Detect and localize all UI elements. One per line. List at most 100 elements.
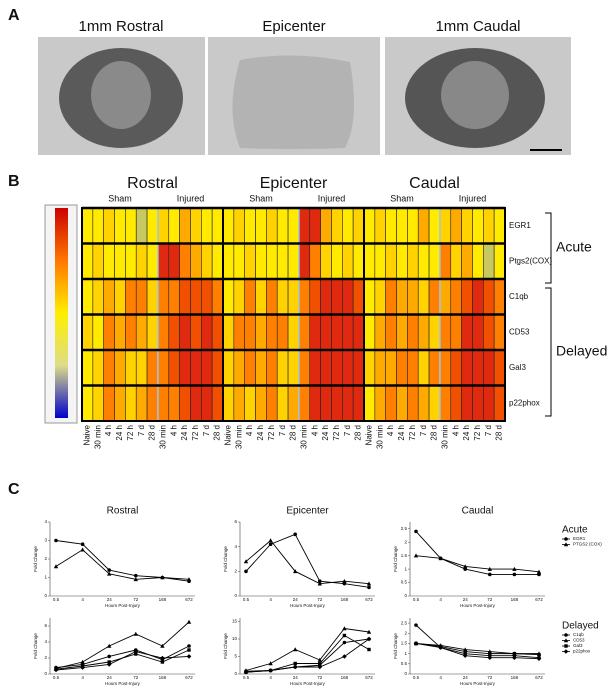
heatmap-cell — [266, 385, 278, 422]
x-axis-label: Hours Post-Injury — [460, 681, 496, 686]
heatmap-cell — [298, 314, 311, 351]
y-tick-label: 1 — [404, 651, 407, 656]
heatmap-cell — [483, 349, 495, 386]
column-label: 28 d — [430, 425, 439, 441]
heatmap-cell — [114, 278, 126, 315]
point — [512, 655, 517, 661]
column-label: 28 d — [289, 425, 298, 441]
heatmap-cell — [168, 385, 180, 422]
heatmap-cell — [190, 385, 202, 422]
heatmap-cell — [287, 385, 300, 422]
heatmap-cell — [363, 207, 376, 244]
column-label: 4 h — [386, 425, 395, 436]
heatmap-cell — [417, 243, 430, 280]
row-label: EGR1 — [509, 221, 531, 230]
point — [488, 651, 492, 656]
x-tick-label: 4 — [81, 675, 84, 680]
heatmap-cell — [385, 314, 397, 351]
heatmap-cell — [81, 349, 94, 386]
column-label: 28 d — [354, 425, 363, 441]
series-line — [415, 624, 540, 659]
heatmap-cell — [396, 385, 408, 422]
series-line — [55, 540, 190, 582]
point — [462, 653, 468, 658]
point — [186, 619, 192, 624]
heatmap-cell — [352, 385, 365, 422]
heatmap-cell — [222, 385, 235, 422]
heatmap-cell — [417, 314, 430, 351]
point — [268, 542, 273, 546]
heatmap-cell — [428, 349, 441, 386]
point — [107, 643, 112, 648]
heatmap-cell — [428, 278, 441, 315]
heatmap-cell — [103, 349, 115, 386]
x-axis-label: Hours Post-Injury — [460, 603, 496, 608]
column-label: 72 h — [332, 425, 341, 441]
heatmap-cell — [201, 243, 213, 280]
point — [317, 581, 322, 586]
x-tick-label: 24 — [293, 675, 299, 680]
point — [107, 654, 111, 659]
heatmap-cell — [92, 314, 104, 351]
x-axis-label: Hours Post-Injury — [290, 603, 326, 608]
panel-label: A — [8, 7, 20, 24]
point — [317, 657, 322, 662]
heatmap-cell — [222, 278, 235, 315]
heatmap-cell — [244, 243, 256, 280]
heatmap-cell — [439, 314, 452, 351]
tissue — [232, 55, 354, 149]
heatmap-cell — [135, 349, 148, 386]
region-title: Rostral — [127, 175, 178, 192]
point — [293, 647, 298, 652]
y-tick-label: 2 — [404, 630, 407, 635]
y-axis-label: Fold Change — [223, 546, 228, 572]
heatmap-cell — [244, 314, 256, 351]
heatmap-cell — [276, 207, 289, 244]
heatmap-cell — [407, 314, 419, 351]
x-tick-label: 672 — [535, 597, 543, 602]
point — [243, 559, 249, 564]
x-axis-label: Hours Post-Injury — [105, 603, 141, 608]
row-group-label: Acute — [556, 239, 592, 255]
heatmap-cell — [244, 349, 256, 386]
heatmap-cell — [450, 243, 462, 280]
column-label: 30 min — [234, 425, 243, 449]
heatmap-cell — [81, 314, 94, 351]
point — [414, 623, 418, 627]
heatmap-cell — [287, 207, 300, 244]
column-label: 72 h — [473, 425, 482, 441]
heatmap-cell — [428, 243, 441, 280]
point — [268, 538, 273, 543]
x-tick-label: 24 — [293, 597, 299, 602]
heatmap-cell — [450, 349, 462, 386]
point — [54, 538, 58, 543]
x-tick-label: 672 — [535, 675, 543, 680]
y-tick-label: 4 — [44, 519, 47, 524]
column-label: Naive — [83, 424, 92, 445]
heatmap-cell — [287, 243, 300, 280]
heatmap-cell — [266, 349, 278, 386]
heatmap-cell — [493, 243, 506, 280]
heatmap-cell — [363, 278, 376, 315]
point — [186, 654, 192, 659]
point — [537, 652, 541, 657]
heatmap-cell — [114, 243, 126, 280]
x-tick-label: 4 — [81, 597, 84, 602]
x-tick-label: 672 — [185, 597, 193, 602]
heatmap-cell — [428, 207, 441, 244]
heatmap-cell — [179, 385, 191, 422]
heatmap-cell — [461, 278, 473, 315]
chart-title: Caudal — [462, 506, 494, 517]
y-tick-label: 2.5 — [401, 620, 408, 625]
heatmap-cell — [103, 243, 115, 280]
column-label: 24 h — [321, 425, 330, 441]
y-tick-label: 1 — [44, 575, 47, 580]
column-label: 72 h — [267, 425, 276, 441]
point — [80, 665, 85, 670]
color-scale — [55, 208, 68, 418]
heatmap-cell — [211, 278, 224, 315]
legend-label: Gal3 — [573, 643, 583, 648]
heatmap-cell — [222, 349, 235, 386]
point — [413, 641, 419, 646]
